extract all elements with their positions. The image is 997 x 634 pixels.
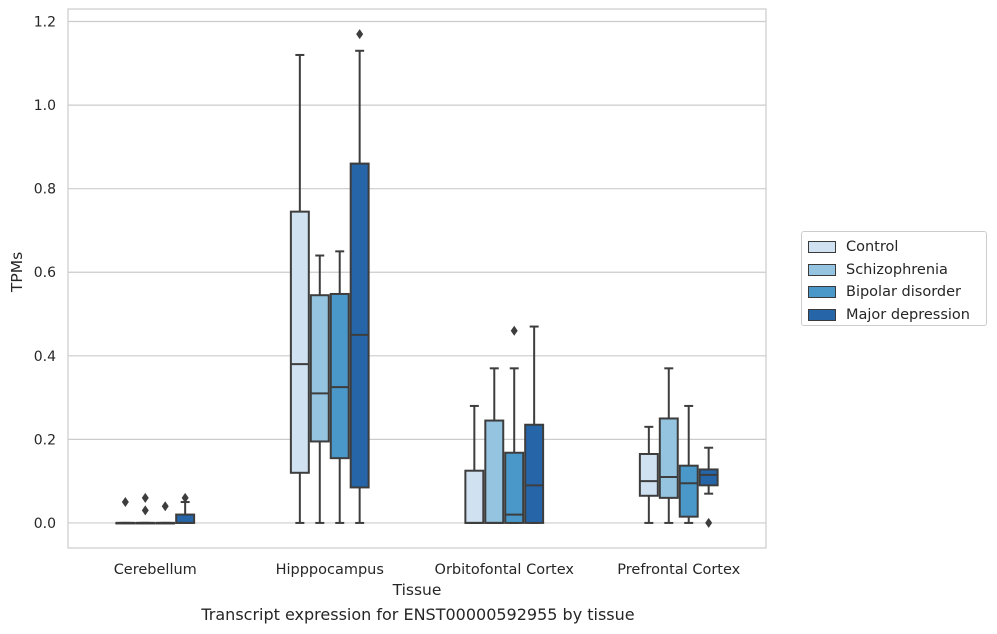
legend: Control Schizophrenia Bipolar disorder Majo… [801,231,987,326]
x-axis-label: Tissue [392,581,442,599]
y-tick-label: 1.0 [34,98,56,114]
chart-caption: Transcript expression for ENST0000059295… [201,605,635,624]
x-tick-label: Hipppocampus [276,562,384,578]
legend-item: Major depression [808,304,986,327]
box-0-2 [155,501,176,525]
y-tick-label: 0.0 [34,516,56,532]
x-tick-label: Prefrontal Cortex [617,562,740,578]
box-body [678,464,699,518]
y-tick-label: 1.2 [34,15,56,31]
outlier-point [181,492,189,503]
box-body [658,417,679,499]
y-tick-label: 0.8 [34,182,56,198]
box-body [175,513,196,524]
legend-label: Schizophrenia [846,261,948,278]
legend-swatch [808,241,836,254]
box-0-3 [175,492,196,524]
y-gridlines [68,20,766,524]
box-2-2 [504,325,525,524]
legend-swatch [808,308,836,321]
outlier-point [705,517,713,528]
box-1-3 [349,29,370,524]
legend-label: Control [846,239,899,256]
legend-swatch [808,263,836,276]
box-0-0 [115,497,136,525]
box-body [349,162,370,489]
outlier-point [141,505,149,516]
box-body [329,292,350,460]
legend-item: Control [808,236,986,259]
box-3-0 [638,425,659,524]
box-body [289,210,310,474]
box-body [638,452,659,497]
box-2-1 [484,367,505,524]
box-body [484,419,505,524]
legend-item: Schizophrenia [808,259,986,282]
box-groups [115,29,719,528]
y-tick-label: 0.6 [34,265,56,281]
box-2-0 [464,404,485,524]
y-axis-label: TPMs [8,252,26,293]
legend-swatch [808,286,836,299]
legend-label: Major depression [846,306,970,323]
box-0-1 [135,492,156,525]
x-tick-label: Cerebellum [114,562,197,578]
box-1-2 [329,250,350,524]
box-3-3 [698,446,719,528]
legend-item: Bipolar disorder [808,281,986,304]
y-tick-label: 0.2 [34,432,56,448]
outlier-point [121,497,129,508]
x-tick-labels: Cerebellum Hipppocampus Orbitofontal Corte… [114,562,741,578]
box-3-2 [678,404,699,524]
y-tick-label: 0.4 [34,349,56,365]
plot-frame [67,8,767,549]
outlier-point [356,29,364,40]
box-body [464,469,485,524]
box-body [504,451,525,524]
x-tick-label: Orbitofontal Cortex [435,562,575,578]
legend-label: Bipolar disorder [846,284,961,301]
box-body [698,468,719,487]
outlier-point [510,325,518,336]
outlier-point [141,492,149,503]
box-1-1 [309,254,330,524]
box-2-3 [524,325,545,524]
box-body [309,294,330,443]
box-1-0 [289,53,310,524]
y-tick-labels: 0.0 0.2 0.4 0.6 0.8 1.0 1.2 [34,15,56,532]
outlier-point [161,501,169,512]
box-body [524,423,545,524]
box-3-1 [658,367,679,524]
